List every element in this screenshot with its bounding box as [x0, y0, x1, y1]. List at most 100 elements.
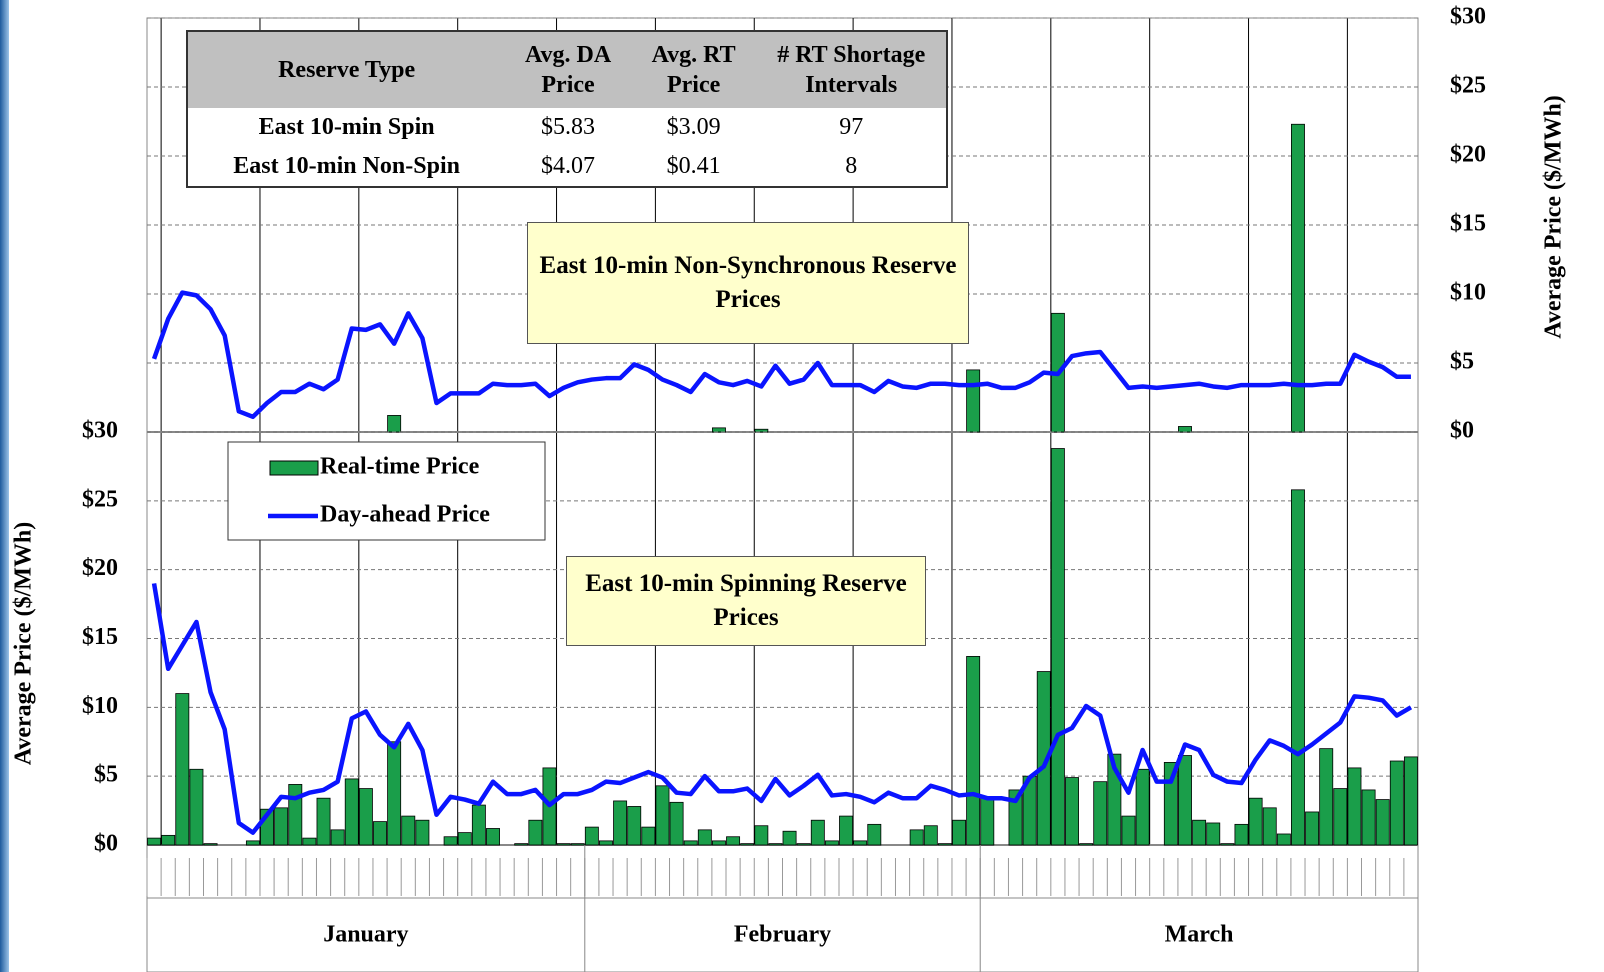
- annotation: East 10-min Spinning Reserve Prices: [566, 556, 926, 646]
- y-tick-label: $30: [82, 418, 118, 444]
- y-tick-label: $0: [1450, 418, 1474, 444]
- bar: [471, 804, 486, 846]
- bar: [528, 819, 543, 846]
- y-tick-label: $0: [94, 831, 118, 857]
- legend-label: Day-ahead Price: [320, 502, 490, 528]
- cell: $3.09: [666, 113, 721, 140]
- bar: [570, 843, 585, 846]
- bar: [853, 840, 868, 846]
- y-axis-title: Average Price ($/MWh): [1541, 95, 1567, 338]
- bar: [711, 840, 726, 846]
- bar: [966, 369, 981, 433]
- bar: [1234, 823, 1249, 846]
- bar: [147, 837, 162, 846]
- bar: [1291, 489, 1305, 846]
- line: [151, 290, 1411, 420]
- bar: [175, 693, 190, 846]
- legend-swatch: [269, 460, 319, 476]
- cell: 97: [839, 113, 864, 140]
- bar: [782, 830, 797, 846]
- cell: East 10-min Spin: [258, 113, 435, 140]
- bar: [457, 832, 472, 846]
- bar: [669, 801, 684, 846]
- bar: [514, 843, 529, 846]
- bar: [1361, 789, 1376, 846]
- bar: [980, 796, 995, 846]
- bar: [1008, 789, 1023, 846]
- group-label: February: [734, 922, 831, 948]
- bar: [387, 741, 402, 846]
- edge-decoration: [0, 0, 9, 972]
- bar: [1220, 843, 1235, 846]
- bar: [655, 785, 670, 846]
- bar: [1050, 448, 1065, 846]
- legend-label: Real-time Price: [320, 454, 480, 480]
- y-tick-label: $15: [82, 624, 118, 650]
- bar: [1319, 748, 1334, 846]
- bar: [740, 843, 755, 846]
- bar: [754, 825, 769, 846]
- bar: [288, 784, 303, 846]
- bar: [1065, 777, 1079, 846]
- bar: [966, 655, 981, 846]
- bar: [373, 821, 387, 846]
- bar: [344, 778, 359, 846]
- summary-table: Reserve Type Avg. DA Price Avg. RT Price…: [186, 30, 948, 188]
- bar: [387, 415, 402, 433]
- table-header: Reserve Type Avg. DA Price Avg. RT Price…: [187, 31, 947, 108]
- bar: [486, 828, 500, 846]
- table-row: East 10-min Non-Spin $4.07 $0.41 8: [187, 147, 947, 187]
- bar: [316, 797, 331, 846]
- bar: [952, 819, 966, 846]
- bar: [754, 428, 769, 433]
- legend-box: [227, 441, 546, 541]
- bar: [1276, 833, 1291, 846]
- bar: [1375, 799, 1390, 846]
- bar: [330, 829, 345, 846]
- bar: [274, 807, 289, 846]
- bar: [1305, 811, 1320, 846]
- line: [151, 583, 1413, 835]
- annotation: East 10-min Non-Synchronous Reserve Pric…: [527, 222, 969, 344]
- bar: [711, 427, 726, 433]
- bar: [768, 843, 783, 846]
- y-tick-label: $10: [82, 693, 118, 719]
- bar: [203, 843, 218, 846]
- header-cell: Avg. RT Price: [630, 31, 757, 108]
- bar: [1248, 797, 1263, 846]
- bar: [1389, 760, 1404, 846]
- bar: [1403, 756, 1418, 846]
- bar: [683, 840, 698, 846]
- bar: [599, 840, 613, 846]
- bar: [726, 836, 741, 846]
- cell: East 10-min Non-Spin: [233, 152, 460, 179]
- cell: $0.41: [666, 152, 721, 179]
- bar: [627, 806, 642, 846]
- y-tick-label: $25: [1450, 73, 1486, 99]
- header-cell: # RT Shortage Intervals: [756, 31, 947, 108]
- bar: [443, 836, 458, 846]
- cell: $4.07: [541, 152, 596, 179]
- bar: [641, 826, 656, 846]
- bar: [189, 768, 204, 846]
- bar: [1178, 426, 1192, 433]
- bar: [1036, 671, 1051, 846]
- y-tick-label: $30: [1450, 4, 1486, 30]
- bar: [415, 819, 430, 846]
- bar: [1135, 768, 1150, 846]
- bar: [824, 840, 839, 846]
- bar: [1333, 788, 1348, 846]
- bar: [1347, 767, 1362, 846]
- bar: [613, 800, 628, 846]
- bar: [1262, 807, 1277, 846]
- table-row: East 10-min Spin $5.83 $3.09 97: [187, 108, 947, 147]
- y-tick-label: $5: [1450, 349, 1474, 375]
- group-label: January: [323, 922, 408, 948]
- bar: [302, 837, 317, 846]
- y-tick-label: $20: [82, 555, 118, 581]
- bar: [810, 819, 825, 846]
- bar: [245, 840, 260, 846]
- bar: [1206, 822, 1221, 846]
